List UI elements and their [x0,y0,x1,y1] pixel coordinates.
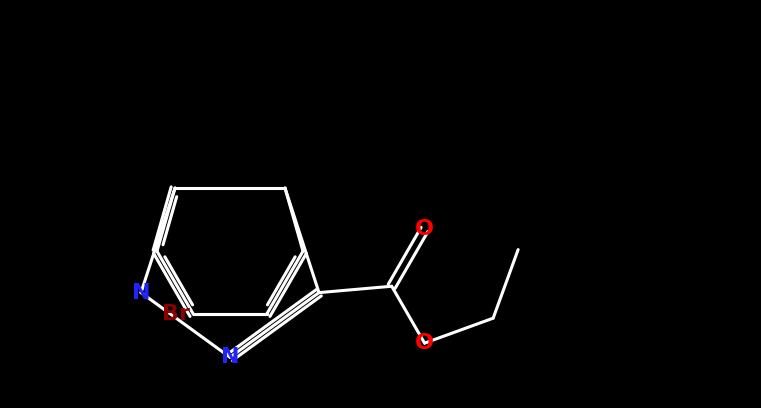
Text: O: O [415,220,434,239]
Text: N: N [221,347,239,367]
Text: Br: Br [163,304,190,324]
Text: O: O [415,333,434,353]
Text: N: N [132,283,150,303]
